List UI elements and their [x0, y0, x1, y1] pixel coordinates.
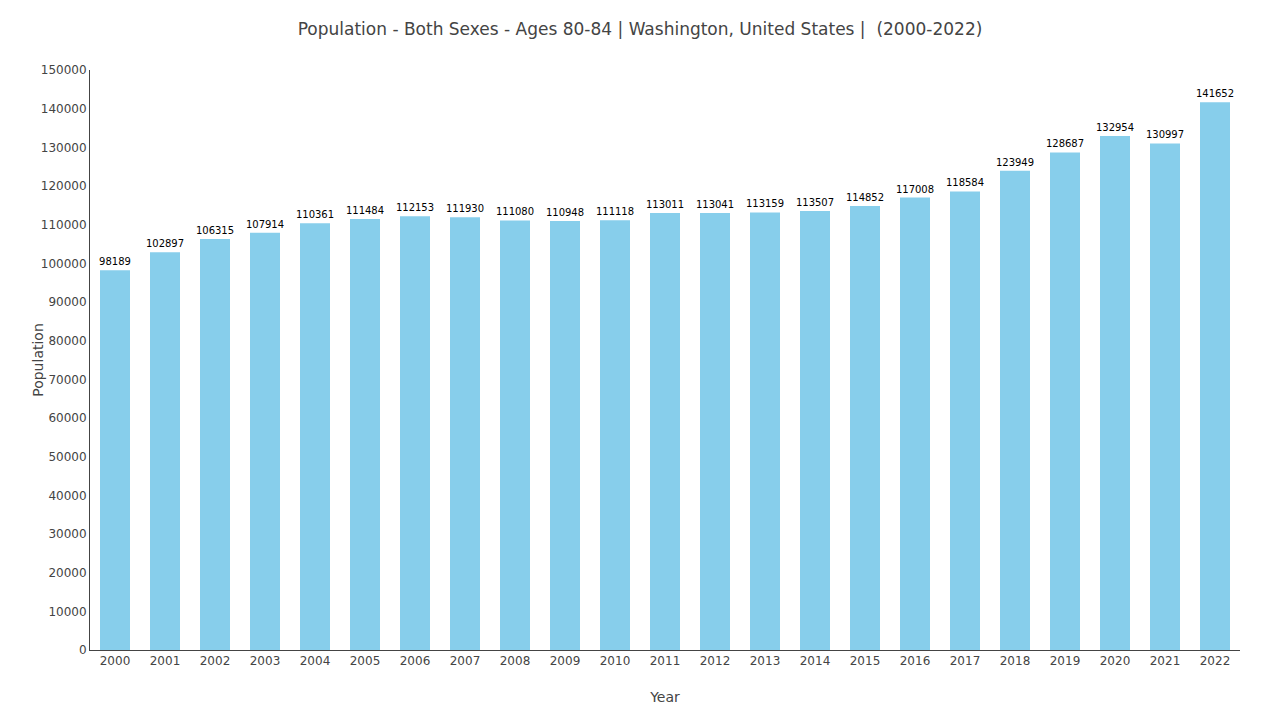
svg-text:128687: 128687: [1046, 138, 1084, 149]
svg-text:2014: 2014: [800, 654, 831, 668]
svg-text:110948: 110948: [546, 207, 584, 218]
svg-text:111930: 111930: [446, 203, 484, 214]
svg-text:Population: Population: [30, 323, 46, 397]
svg-text:2019: 2019: [1050, 654, 1081, 668]
svg-text:60000: 60000: [48, 411, 86, 425]
svg-text:40000: 40000: [48, 489, 86, 503]
svg-text:2016: 2016: [900, 654, 931, 668]
svg-text:2002: 2002: [200, 654, 231, 668]
svg-text:10000: 10000: [48, 605, 86, 619]
svg-text:2004: 2004: [300, 654, 331, 668]
svg-text:2017: 2017: [950, 654, 981, 668]
svg-text:132954: 132954: [1096, 122, 1134, 133]
svg-text:Year: Year: [649, 689, 680, 705]
svg-text:118584: 118584: [946, 177, 984, 188]
svg-text:150000: 150000: [41, 63, 87, 77]
svg-text:2001: 2001: [150, 654, 181, 668]
svg-text:2000: 2000: [100, 654, 131, 668]
svg-text:113507: 113507: [796, 197, 834, 208]
svg-text:98189: 98189: [99, 256, 131, 267]
svg-text:113011: 113011: [646, 199, 684, 210]
svg-text:120000: 120000: [41, 179, 87, 193]
svg-text:102897: 102897: [146, 238, 184, 249]
svg-text:113041: 113041: [696, 199, 734, 210]
svg-text:2007: 2007: [450, 654, 481, 668]
svg-text:2010: 2010: [600, 654, 631, 668]
svg-text:2008: 2008: [500, 654, 531, 668]
svg-text:111484: 111484: [346, 205, 384, 216]
svg-text:113159: 113159: [746, 198, 784, 209]
svg-text:107914: 107914: [246, 219, 284, 230]
svg-text:2011: 2011: [650, 654, 681, 668]
svg-text:110000: 110000: [41, 218, 87, 232]
svg-text:117008: 117008: [896, 184, 934, 195]
svg-text:2003: 2003: [250, 654, 281, 668]
svg-text:2020: 2020: [1100, 654, 1131, 668]
svg-text:112153: 112153: [396, 202, 434, 213]
svg-text:70000: 70000: [48, 373, 86, 387]
svg-text:2013: 2013: [750, 654, 781, 668]
svg-text:130997: 130997: [1146, 129, 1184, 140]
svg-text:0: 0: [79, 643, 87, 657]
svg-text:141652: 141652: [1196, 88, 1234, 99]
svg-text:2021: 2021: [1150, 654, 1181, 668]
svg-text:2015: 2015: [850, 654, 881, 668]
svg-text:140000: 140000: [41, 102, 87, 116]
svg-text:30000: 30000: [48, 527, 86, 541]
svg-text:50000: 50000: [48, 450, 86, 464]
svg-text:2022: 2022: [1200, 654, 1231, 668]
svg-text:106315: 106315: [196, 225, 234, 236]
svg-text:Population - Both Sexes - Ages: Population - Both Sexes - Ages 80-84 | W…: [298, 19, 983, 39]
svg-text:111080: 111080: [496, 206, 534, 217]
svg-text:2018: 2018: [1000, 654, 1031, 668]
svg-text:130000: 130000: [41, 141, 87, 155]
svg-text:2012: 2012: [700, 654, 731, 668]
svg-text:90000: 90000: [48, 295, 86, 309]
svg-text:2009: 2009: [550, 654, 581, 668]
svg-text:110361: 110361: [296, 209, 334, 220]
svg-text:20000: 20000: [48, 566, 86, 580]
svg-text:2006: 2006: [400, 654, 431, 668]
svg-text:114852: 114852: [846, 192, 884, 203]
svg-text:111118: 111118: [596, 206, 634, 217]
svg-text:80000: 80000: [48, 334, 86, 348]
svg-text:123949: 123949: [996, 157, 1034, 168]
svg-text:2005: 2005: [350, 654, 381, 668]
svg-text:100000: 100000: [41, 257, 87, 271]
